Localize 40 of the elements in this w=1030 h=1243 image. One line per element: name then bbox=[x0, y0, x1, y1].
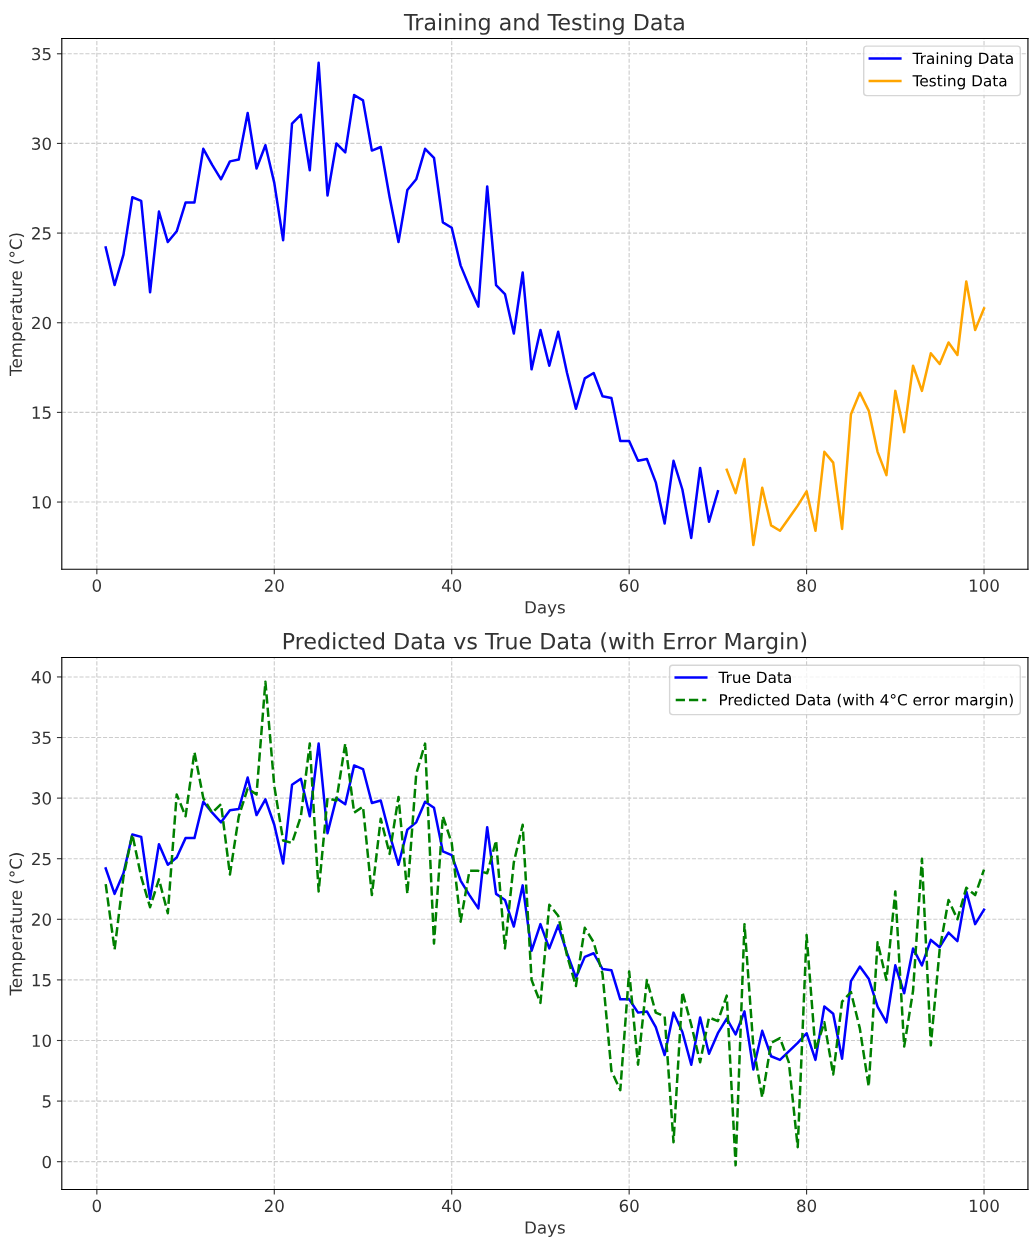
line-series bbox=[104, 742, 986, 1071]
legend-label: Predicted Data (with 4°C error margin) bbox=[720, 693, 1013, 709]
y-tick-label: 0 bbox=[42, 1155, 51, 1169]
x-tick-label: 100 bbox=[969, 579, 999, 592]
y-tick-label: 20 bbox=[32, 913, 51, 926]
x-tick-label: 40 bbox=[441, 1199, 462, 1213]
x-tick-label: 60 bbox=[619, 1199, 639, 1213]
y-tick-label: 40 bbox=[31, 670, 51, 684]
y-axis-title: Temperature (°C) bbox=[9, 233, 26, 376]
chart-title: Training and Testing Data bbox=[403, 13, 684, 35]
y-tick-label: 5 bbox=[42, 1095, 51, 1108]
line-series bbox=[104, 61, 720, 540]
y-tick-label: 35 bbox=[32, 47, 51, 61]
legend-label: True Data bbox=[718, 671, 791, 684]
x-tick-label: 60 bbox=[619, 579, 639, 592]
line-series bbox=[725, 280, 986, 547]
x-tick-label: 80 bbox=[797, 1199, 817, 1213]
x-tick-label: 100 bbox=[969, 1199, 999, 1213]
y-tick-label: 30 bbox=[32, 792, 51, 805]
y-tick-label: 30 bbox=[32, 137, 51, 150]
x-axis-title: Days bbox=[525, 601, 565, 617]
x-axis-title: Days bbox=[525, 1221, 565, 1238]
chart-title: Predicted Data vs True Data (with Error Margin) bbox=[283, 632, 807, 654]
x-tick-label: 20 bbox=[264, 1199, 284, 1213]
x-tick-label: 40 bbox=[441, 579, 462, 592]
y-tick-label: 15 bbox=[32, 406, 51, 419]
y-tick-label: 25 bbox=[32, 227, 51, 240]
y-axis-title: Temperature (°C) bbox=[9, 853, 26, 996]
legend-label: Testing Data bbox=[912, 74, 1007, 90]
x-tick-label: 20 bbox=[264, 579, 284, 592]
y-tick-label: 10 bbox=[32, 1034, 51, 1048]
x-tick-label: 80 bbox=[797, 579, 817, 592]
y-tick-label: 20 bbox=[32, 316, 51, 330]
y-tick-label: 25 bbox=[32, 852, 51, 866]
x-tick-label: 0 bbox=[92, 1199, 102, 1213]
legend-label: Training Data bbox=[912, 52, 1013, 68]
y-tick-label: 10 bbox=[32, 496, 51, 509]
y-tick-label: 35 bbox=[32, 731, 51, 745]
x-tick-label: 0 bbox=[92, 579, 102, 592]
y-tick-label: 15 bbox=[32, 974, 51, 987]
